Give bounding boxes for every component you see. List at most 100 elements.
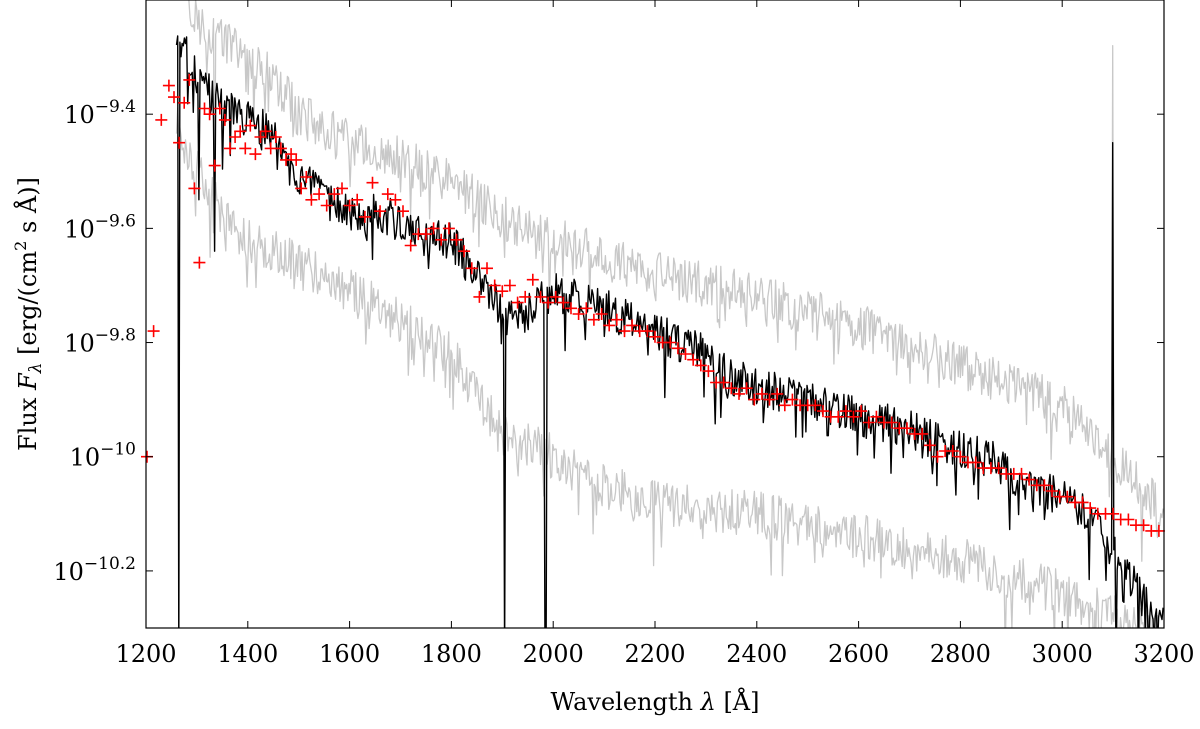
x-tick-label: 2000: [523, 640, 584, 668]
model-point-marker: [234, 125, 247, 138]
model-point-marker: [239, 142, 252, 155]
model-point-marker: [162, 79, 175, 92]
model-point-marker: [224, 142, 236, 155]
model-point-marker: [885, 416, 898, 429]
x-tick-label: 1400: [217, 640, 278, 668]
model-point-marker: [249, 148, 262, 161]
model-point-marker: [328, 188, 341, 201]
model-point-marker: [193, 256, 206, 269]
model-point-marker: [427, 222, 440, 235]
model-point-marker: [595, 308, 608, 320]
y-tick-label: 10−9.6: [64, 211, 136, 243]
model-point-marker: [511, 296, 524, 309]
model-points-layer: [141, 73, 1165, 537]
model-point-marker: [254, 131, 267, 143]
x-tick-label: 2400: [726, 640, 787, 668]
model-point-marker: [587, 313, 600, 326]
model-point-marker: [923, 439, 936, 452]
model-point-marker: [173, 136, 186, 149]
model-point-marker: [817, 405, 829, 418]
model-point-marker: [213, 102, 226, 115]
model-point-marker: [336, 182, 348, 195]
model-point-marker: [763, 393, 776, 406]
model-point-marker: [420, 228, 432, 241]
model-point-marker: [649, 330, 661, 343]
model-point-marker: [381, 188, 394, 201]
model-point-marker: [855, 405, 868, 418]
model-point-marker: [1137, 519, 1150, 532]
y-axis-label: Flux Fλ [erg/(cm2 s Å)]: [11, 177, 46, 451]
plot-frame: [145, 0, 1165, 629]
model-point-marker: [389, 193, 402, 206]
model-point-marker: [295, 182, 308, 195]
model-point-marker: [155, 113, 168, 126]
model-point-marker: [717, 376, 730, 389]
model-point-marker: [280, 153, 292, 166]
model-point-marker: [147, 325, 160, 338]
model-point-marker: [1015, 467, 1028, 480]
model-point-marker: [610, 313, 623, 326]
model-point-marker: [203, 108, 216, 121]
model-point-marker: [259, 125, 272, 138]
model-point-marker: [465, 262, 478, 275]
model-point-marker: [526, 273, 539, 286]
model-point-marker: [557, 296, 570, 309]
model-point-marker: [946, 445, 959, 457]
model-point-marker: [679, 348, 692, 360]
model-point-marker: [496, 285, 509, 298]
model-point-marker: [992, 462, 1005, 475]
model-point-marker: [1152, 524, 1165, 537]
x-tick-label: 2600: [828, 640, 889, 668]
model-point-marker: [218, 113, 231, 126]
model-point-marker: [269, 131, 282, 143]
model-point-marker: [374, 205, 387, 218]
x-tick-label: 2800: [930, 640, 991, 668]
model-point-marker: [542, 296, 555, 309]
model-point-marker: [786, 393, 799, 406]
model-point-marker: [847, 410, 860, 423]
model-point-marker: [1084, 502, 1097, 515]
model-point-marker: [969, 456, 982, 469]
model-point-marker: [694, 359, 707, 372]
model-point-marker: [1076, 496, 1089, 509]
model-point-marker: [343, 199, 356, 212]
model-point-marker: [442, 222, 455, 235]
model-point-marker: [702, 365, 715, 378]
model-point-marker: [300, 171, 313, 183]
model-point-marker: [809, 399, 822, 412]
model-point-marker: [740, 382, 753, 395]
model-point-marker: [748, 393, 761, 406]
model-point-marker: [435, 233, 448, 246]
model-point-marker: [208, 159, 221, 172]
model-point-marker: [351, 193, 364, 206]
model-point-marker: [404, 239, 417, 252]
model-point-marker: [1046, 485, 1058, 497]
model-point-marker: [473, 290, 486, 303]
model-point-marker: [1023, 473, 1036, 486]
x-tick-label: 1800: [421, 640, 482, 668]
model-point-marker: [229, 131, 242, 143]
model-point-marker: [572, 308, 585, 320]
model-point-marker: [687, 353, 700, 366]
model-point-marker: [458, 245, 471, 258]
model-point-marker: [1107, 507, 1120, 520]
model-point-marker: [954, 450, 967, 463]
y-tick-label: 10−9.4: [64, 97, 136, 129]
model-point-marker: [901, 422, 913, 435]
model-point-marker: [1038, 479, 1051, 492]
axis-ticks: 1200 1400 1600 1800 2000 2200 2400 2600 2800 3000…: [53, 0, 1195, 668]
x-tick-label: 3200: [1133, 640, 1194, 668]
model-point-marker: [862, 416, 875, 429]
lower-envelope-line: [175, 107, 1160, 628]
model-point-marker: [290, 153, 303, 166]
model-point-marker: [285, 148, 298, 161]
model-point-marker: [244, 119, 257, 132]
model-point-marker: [188, 182, 201, 195]
model-point-marker: [565, 302, 577, 315]
x-tick-label: 1200: [115, 640, 176, 668]
model-point-marker: [771, 387, 784, 400]
model-point-marker: [725, 382, 738, 395]
model-point-marker: [168, 91, 180, 104]
model-point-marker: [839, 405, 852, 418]
upper-envelope-line: [188, 0, 1164, 562]
